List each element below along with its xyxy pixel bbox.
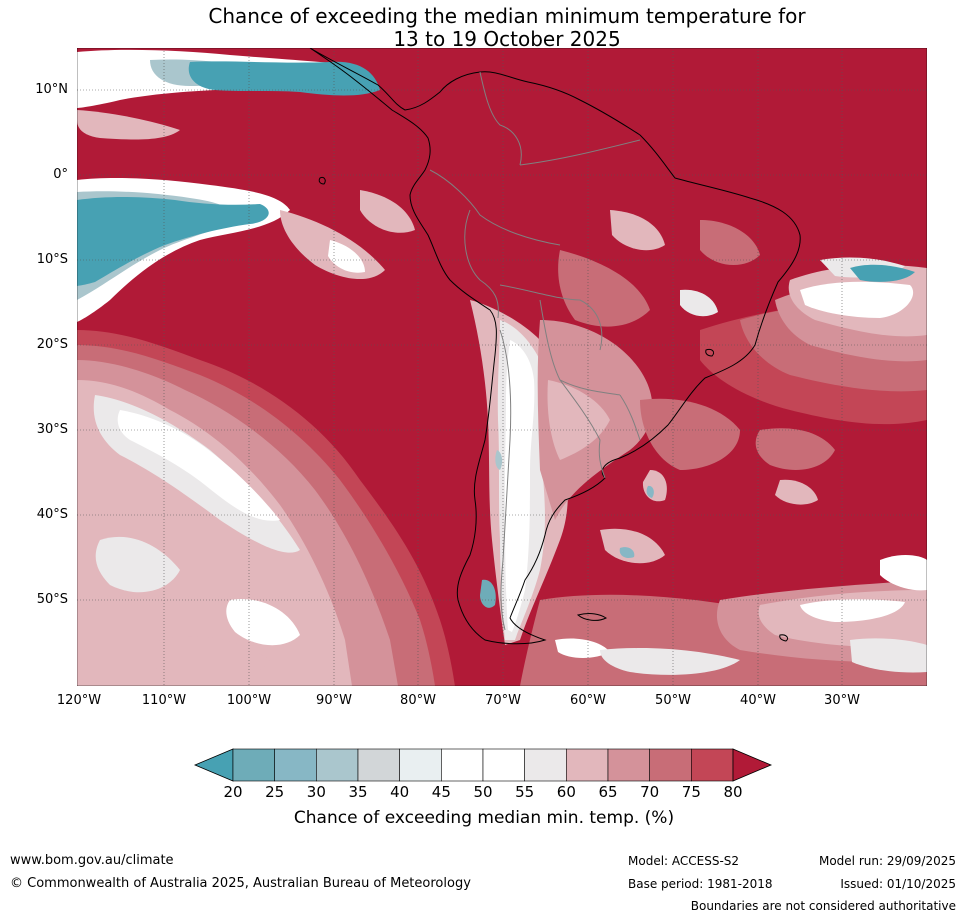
colorbar-cell <box>441 748 484 782</box>
lat-label-20s: 20°S <box>36 337 68 352</box>
eq-pacific-zone-15 <box>77 197 269 286</box>
colorbar-tick-label: 50 <box>473 783 493 801</box>
graticule <box>77 48 927 686</box>
colorbar-tick-label: 45 <box>431 783 451 801</box>
lat-label-40s: 40°S <box>36 507 68 522</box>
colorbar-tick-label: 55 <box>515 783 535 801</box>
lon-label-60w: 60°W <box>570 693 606 708</box>
lon-label-110w: 110°W <box>141 693 187 708</box>
colorbar-cell <box>399 748 442 782</box>
colorbar-cell <box>566 748 609 782</box>
colorbar-label: Chance of exceeding median min. temp. (%… <box>293 808 675 828</box>
colorbar-cell <box>232 748 275 782</box>
colorbar-cell <box>357 748 400 782</box>
colorbar-tick-label: 80 <box>723 783 743 801</box>
lon-label-80w: 80°W <box>400 693 436 708</box>
lon-label-90w: 90°W <box>316 693 352 708</box>
colorbar-tick-label: 60 <box>556 783 576 801</box>
lat-label-50s: 50°S <box>36 592 68 607</box>
colorbar-tick-label: 75 <box>681 783 701 801</box>
colorbar-tick-label: 70 <box>640 783 660 801</box>
colorbar-cell <box>482 748 525 782</box>
colorbar-tick-label: 20 <box>223 783 243 801</box>
lon-label-50w: 50°W <box>655 693 691 708</box>
lat-label-0: 0° <box>53 167 68 182</box>
sw-pacific-zone-50 <box>117 410 280 521</box>
lon-label-40w: 40°W <box>740 693 776 708</box>
map-title-line2: 13 to 19 October 2025 <box>393 27 621 51</box>
colorbar-cell <box>524 748 567 782</box>
footer-model: Model: ACCESS-S2 <box>628 854 740 868</box>
footer-model-run: Model run: 29/09/2025 <box>818 854 956 868</box>
lon-label-30w: 30°W <box>824 693 860 708</box>
colorbar-under-arrow <box>193 748 234 782</box>
lat-label-30s: 30°S <box>36 422 68 437</box>
colorbar-cell <box>607 748 650 782</box>
footer-issued: Issued: 01/10/2025 <box>840 877 956 891</box>
map-title-line1: Chance of exceeding the median minimum t… <box>208 4 806 28</box>
lon-label-70w: 70°W <box>485 693 521 708</box>
colorbar-cell <box>691 748 734 782</box>
colorbar-cell <box>316 748 359 782</box>
colorbar-tick-label: 65 <box>598 783 618 801</box>
footer-base-period: Base period: 1981-2018 <box>628 877 773 891</box>
lon-label-100w: 100°W <box>226 693 272 708</box>
andes-zone-50 <box>504 340 535 632</box>
colorbar-cell <box>274 748 317 782</box>
south-america-coastline <box>309 48 801 645</box>
footer-copyright: © Commonwealth of Australia 2025, Austra… <box>10 876 471 891</box>
north-pacific-zone-15 <box>188 61 380 96</box>
colorbar-tick-label: 35 <box>348 783 368 801</box>
footer-url[interactable]: www.bom.gov.au/climate <box>10 853 174 868</box>
lon-label-120w: 120°W <box>56 693 102 708</box>
footer-disclaimer: Boundaries are not considered authoritat… <box>690 899 956 913</box>
country-borders <box>429 71 641 631</box>
lat-label-10s: 10°S <box>36 252 68 267</box>
colorbar-tick-label: 40 <box>390 783 410 801</box>
colorbar-tick-label: 25 <box>265 783 285 801</box>
colorbar-over-arrow <box>732 748 773 782</box>
colorbar-cell <box>649 748 692 782</box>
lat-label-10n: 10°N <box>35 82 68 97</box>
colorbar-tick-label: 30 <box>306 783 326 801</box>
islands <box>318 177 789 642</box>
